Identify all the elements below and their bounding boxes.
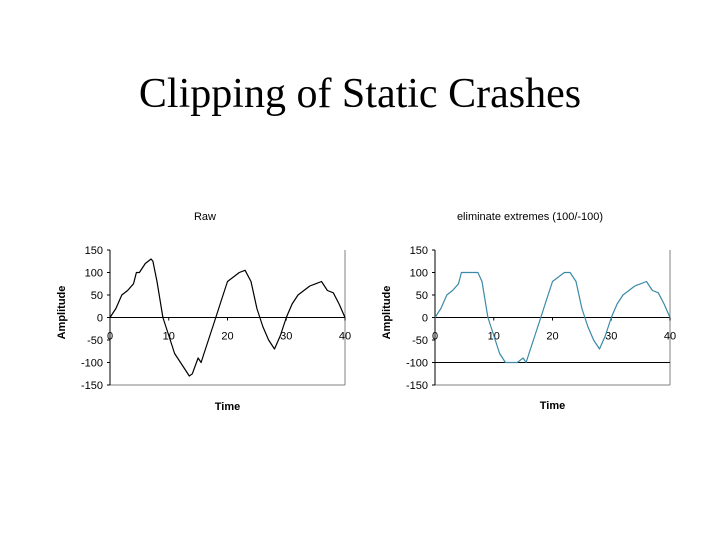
chart2-x-tick-label: 30 <box>605 331 617 343</box>
chart1-y-tick-label: 0 <box>97 313 103 325</box>
chart1-series-line <box>109 258 346 377</box>
chart1-title: Raw <box>194 211 216 223</box>
chart2-title: eliminate extremes (100/-100) <box>457 211 603 223</box>
chart1-y-tick-label: -150 <box>81 380 103 392</box>
chart1-y-tick-label: 150 <box>85 245 103 257</box>
slide-title: Clipping of Static Crashes <box>138 71 582 117</box>
chart2-y-tick-label: -50 <box>412 335 428 347</box>
chart1-x-tick-label: 30 <box>280 331 292 343</box>
chart2-x-tick-label: 40 <box>664 331 676 343</box>
chart1-y-tick-label: -50 <box>87 335 103 347</box>
chart2-x-axis-label: Time <box>540 400 565 412</box>
chart2-y-tick-label: 150 <box>410 245 428 257</box>
chart1-x-tick-label: 0 <box>107 331 113 343</box>
chart2-x-tick-label: 20 <box>546 331 558 343</box>
chart1-y-tick-label: -100 <box>81 358 103 370</box>
chart2-y-axis-label: Amplitude <box>381 286 393 340</box>
chart2-y-tick-label: -150 <box>406 380 428 392</box>
chart1-x-tick-label: 40 <box>339 331 351 343</box>
chart1-y-axis-label: Amplitude <box>56 286 68 340</box>
chart2-y-tick-label: 50 <box>416 290 428 302</box>
chart2-x-tick-label: 0 <box>432 331 438 343</box>
chart2-y-tick-label: 0 <box>422 313 428 325</box>
chart2-series-line <box>434 271 671 364</box>
chart1-x-axis-label: Time <box>215 401 240 413</box>
chart1-y-tick-label: 100 <box>85 268 103 280</box>
chart1-x-tick-label: 20 <box>221 331 233 343</box>
chart2-y-tick-label: 100 <box>410 268 428 280</box>
chart2-y-tick-label: -100 <box>406 358 428 370</box>
chart1-y-tick-label: 50 <box>91 290 103 302</box>
